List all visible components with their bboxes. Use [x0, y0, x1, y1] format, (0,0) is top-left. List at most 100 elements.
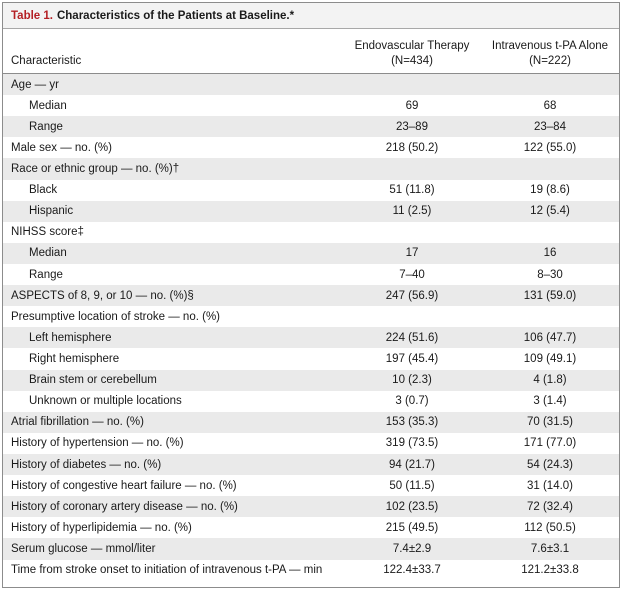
table-title-bar: Table 1. Characteristics of the Patients…: [3, 3, 619, 29]
row-label: Black: [29, 184, 58, 197]
tpa-value: 3 (1.4): [533, 395, 567, 408]
endovascular-value: 94 (21.7): [388, 458, 436, 471]
table-label: Table 1.: [11, 9, 53, 22]
tpa-value: 72 (32.4): [526, 500, 574, 513]
table-row: History of hypertension — no. (%) 319 (73…: [3, 433, 619, 454]
row-label: History of coronary artery disease — no.…: [11, 500, 238, 513]
tpa-value: 12 (5.4): [530, 205, 570, 218]
table-row: Race or ethnic group — no. (%)†: [3, 158, 619, 180]
header-tpa: Intravenous t-PA Alone (N=222): [475, 39, 622, 69]
table-row: ASPECTS of 8, 9, or 10 — no. (%)§ 247 (56…: [3, 285, 619, 307]
table-body: Age — yr Median 69 68 Range 23–89 23–84 Male se…: [3, 74, 619, 581]
tpa-value: 121.2±33.8: [521, 564, 579, 577]
tpa-value: 16: [543, 247, 557, 260]
row-label: History of hyperlipidemia — no. (%): [11, 521, 192, 534]
tpa-value: 31 (14.0): [526, 479, 574, 492]
row-label: Median: [29, 247, 67, 260]
table-row: Hispanic 11 (2.5) 12 (5.4): [3, 200, 619, 222]
endovascular-value: 23–89: [396, 120, 428, 133]
tpa-value: 171 (77.0): [523, 437, 577, 450]
endovascular-value: 17: [405, 247, 419, 260]
table-title: Characteristics of the Patients at Basel…: [56, 9, 295, 22]
tpa-value: 70 (31.5): [526, 416, 574, 429]
table-row: Median 17 16: [3, 242, 619, 264]
endovascular-value: 218 (50.2): [385, 141, 439, 154]
endovascular-value: 215 (49.5): [385, 521, 439, 534]
table-row: Atrial fibrillation — no. (%) 153 (35.3) 7…: [3, 411, 619, 433]
table-row: Median 69 68: [3, 95, 619, 116]
header-endovascular-n: (N=434): [391, 55, 433, 67]
endovascular-value: 7–40: [399, 268, 425, 281]
row-label: Age — yr: [11, 78, 59, 91]
table-row: History of hyperlipidemia — no. (%) 215 (…: [3, 517, 619, 538]
row-label: History of diabetes — no. (%): [11, 458, 162, 471]
tpa-value: 7.6±3.1: [530, 542, 570, 555]
endovascular-value: 153 (35.3): [385, 416, 439, 429]
endovascular-value: 69: [405, 99, 419, 112]
header-endovascular: Endovascular Therapy (N=434): [337, 39, 487, 69]
table-row: Presumptive location of stroke — no. (%): [3, 306, 619, 327]
tpa-value: 106 (47.7): [523, 331, 577, 344]
tpa-value: 68: [543, 99, 557, 112]
row-label: History of hypertension — no. (%): [11, 437, 184, 450]
table-row: Right hemisphere 197 (45.4) 109 (49.1): [3, 348, 619, 369]
row-label: Serum glucose — mmol/liter: [11, 542, 156, 555]
row-label: Right hemisphere: [29, 352, 120, 365]
endovascular-value: 50 (11.5): [389, 479, 435, 492]
table-row: Serum glucose — mmol/liter 7.4±2.9 7.6±3.1: [3, 538, 619, 560]
row-label: Median: [29, 99, 67, 112]
header-tpa-title: Intravenous t-PA Alone: [491, 40, 609, 52]
table-row: Range 7–40 8–30: [3, 264, 619, 285]
endovascular-value: 10 (2.3): [392, 374, 432, 387]
table-row: Age — yr: [3, 74, 619, 96]
table-row: NIHSS score‡: [3, 222, 619, 243]
row-label: Range: [29, 268, 63, 281]
tpa-value: 112 (50.5): [524, 521, 576, 534]
table-row: History of congestive heart failure — no…: [3, 475, 619, 496]
endovascular-value: 102 (23.5): [385, 500, 439, 513]
row-label: Time from stroke onset to initiation of …: [11, 564, 323, 577]
tpa-value: 131 (59.0): [523, 289, 577, 302]
row-label: Hispanic: [29, 205, 74, 218]
table-row: History of coronary artery disease — no.…: [3, 496, 619, 518]
row-label: ASPECTS of 8, 9, or 10 — no. (%)§: [11, 289, 194, 302]
tpa-value: 19 (8.6): [530, 184, 570, 197]
table-row: Time from stroke onset to initiation of …: [3, 560, 619, 581]
table-row: Brain stem or cerebellum 10 (2.3) 4 (1.8): [3, 369, 619, 391]
endovascular-value: 122.4±33.7: [383, 564, 441, 577]
endovascular-value: 7.4±2.9: [392, 542, 432, 555]
row-label: Brain stem or cerebellum: [29, 374, 157, 387]
tpa-value: 109 (49.1): [523, 352, 577, 365]
row-label: Range: [29, 120, 63, 133]
row-label: Atrial fibrillation — no. (%): [11, 416, 144, 429]
tpa-value: 8–30: [537, 268, 563, 281]
table-row: Male sex — no. (%) 218 (50.2) 122 (55.0): [3, 137, 619, 158]
endovascular-value: 3 (0.7): [395, 395, 429, 408]
row-label: History of congestive heart failure — no…: [11, 479, 237, 492]
table-row: Left hemisphere 224 (51.6) 106 (47.7): [3, 327, 619, 349]
tpa-value: 23–84: [534, 120, 566, 133]
endovascular-value: 197 (45.4): [385, 352, 439, 365]
row-label: Unknown or multiple locations: [29, 395, 182, 408]
table-header: Characteristic Endovascular Therapy (N=4…: [3, 29, 619, 74]
table-row: Black 51 (11.8) 19 (8.6): [3, 180, 619, 201]
row-label: Male sex — no. (%): [11, 141, 112, 154]
header-tpa-n: (N=222): [529, 55, 571, 67]
tpa-value: 54 (24.3): [526, 458, 574, 471]
row-label: Presumptive location of stroke — no. (%): [11, 310, 220, 323]
endovascular-value: 51 (11.8): [389, 184, 435, 197]
row-label: Left hemisphere: [29, 331, 112, 344]
table-row: Unknown or multiple locations 3 (0.7) 3 (1…: [3, 391, 619, 412]
endovascular-value: 224 (51.6): [385, 331, 439, 344]
endovascular-value: 319 (73.5): [385, 437, 439, 450]
row-label: NIHSS score‡: [11, 226, 84, 239]
tpa-value: 4 (1.8): [533, 374, 567, 387]
table-row: Range 23–89 23–84: [3, 116, 619, 138]
endovascular-value: 11 (2.5): [392, 205, 432, 218]
tpa-value: 122 (55.0): [523, 141, 577, 154]
header-endovascular-title: Endovascular Therapy: [354, 40, 470, 52]
table-row: History of diabetes — no. (%) 94 (21.7) 54…: [3, 453, 619, 476]
row-label: Race or ethnic group — no. (%)†: [11, 162, 180, 175]
header-characteristic: Characteristic: [11, 55, 82, 67]
